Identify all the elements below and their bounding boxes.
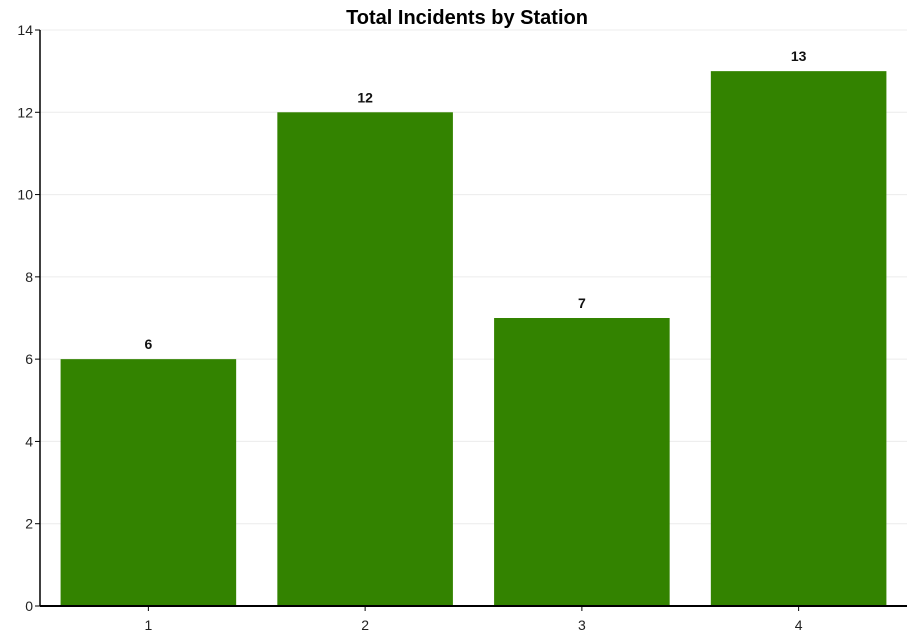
data-label: 13	[791, 48, 807, 64]
data-labels: 6 12 7 13	[144, 48, 806, 352]
y-axis-ticks: 0 2 4 6 8 10 12 14	[17, 22, 40, 614]
bar	[494, 318, 670, 606]
bar	[277, 112, 453, 607]
y-tick-label: 12	[17, 104, 33, 120]
y-tick-label: 0	[25, 598, 33, 614]
bar	[60, 359, 237, 606]
y-tick-label: 8	[25, 269, 33, 285]
data-label: 12	[357, 89, 373, 105]
y-tick-label: 4	[25, 433, 33, 449]
x-tick-label: 1	[144, 617, 152, 633]
chart-title: Total Incidents by Station	[346, 7, 588, 29]
y-tick-label: 14	[17, 22, 33, 38]
y-tick-label: 10	[17, 187, 33, 203]
bars	[60, 71, 887, 607]
y-tick-label: 6	[25, 351, 33, 367]
data-label: 6	[144, 336, 152, 352]
bar	[710, 71, 887, 606]
x-tick-label: 3	[578, 617, 586, 633]
x-tick-label: 4	[795, 617, 803, 633]
y-tick-label: 2	[25, 516, 33, 532]
data-label: 7	[578, 295, 586, 311]
x-axis-ticks: 1 2 3 4	[144, 606, 803, 633]
x-tick-label: 2	[361, 617, 369, 633]
